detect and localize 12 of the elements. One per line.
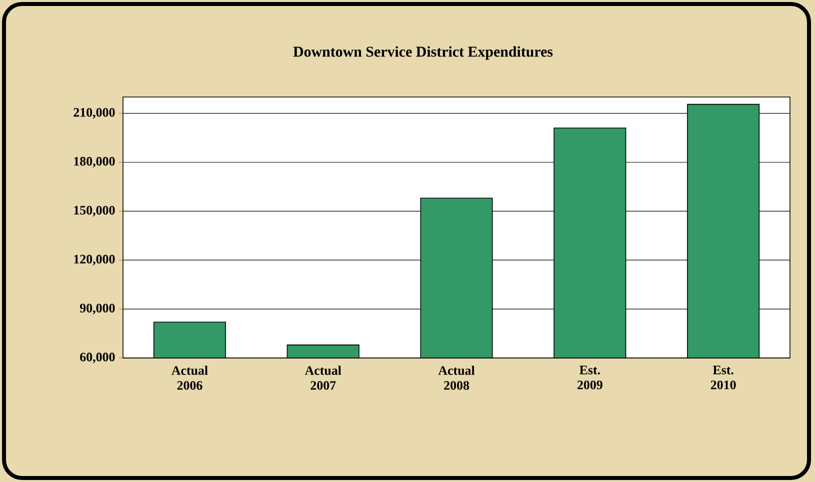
y-tick-label: 60,000 — [80, 352, 115, 364]
y-tick-label: 90,000 — [80, 304, 115, 314]
y-tick-label: 150,000 — [74, 206, 115, 216]
chart-title: Downtown Service District Expenditures — [293, 46, 553, 60]
y-tick-label: 120,000 — [74, 254, 115, 266]
x-tick-label: Est. 2009 — [578, 366, 602, 390]
x-tick-label: Est. 2010 — [710, 366, 736, 390]
y-tick-label: 210,000 — [74, 108, 115, 119]
x-tick-label: Actual 2006 — [171, 366, 208, 390]
y-tick-label: 180,000 — [74, 156, 115, 168]
x-tick-label: Actual 2008 — [438, 366, 475, 390]
x-tick-label: Actual 2007 — [304, 366, 342, 390]
